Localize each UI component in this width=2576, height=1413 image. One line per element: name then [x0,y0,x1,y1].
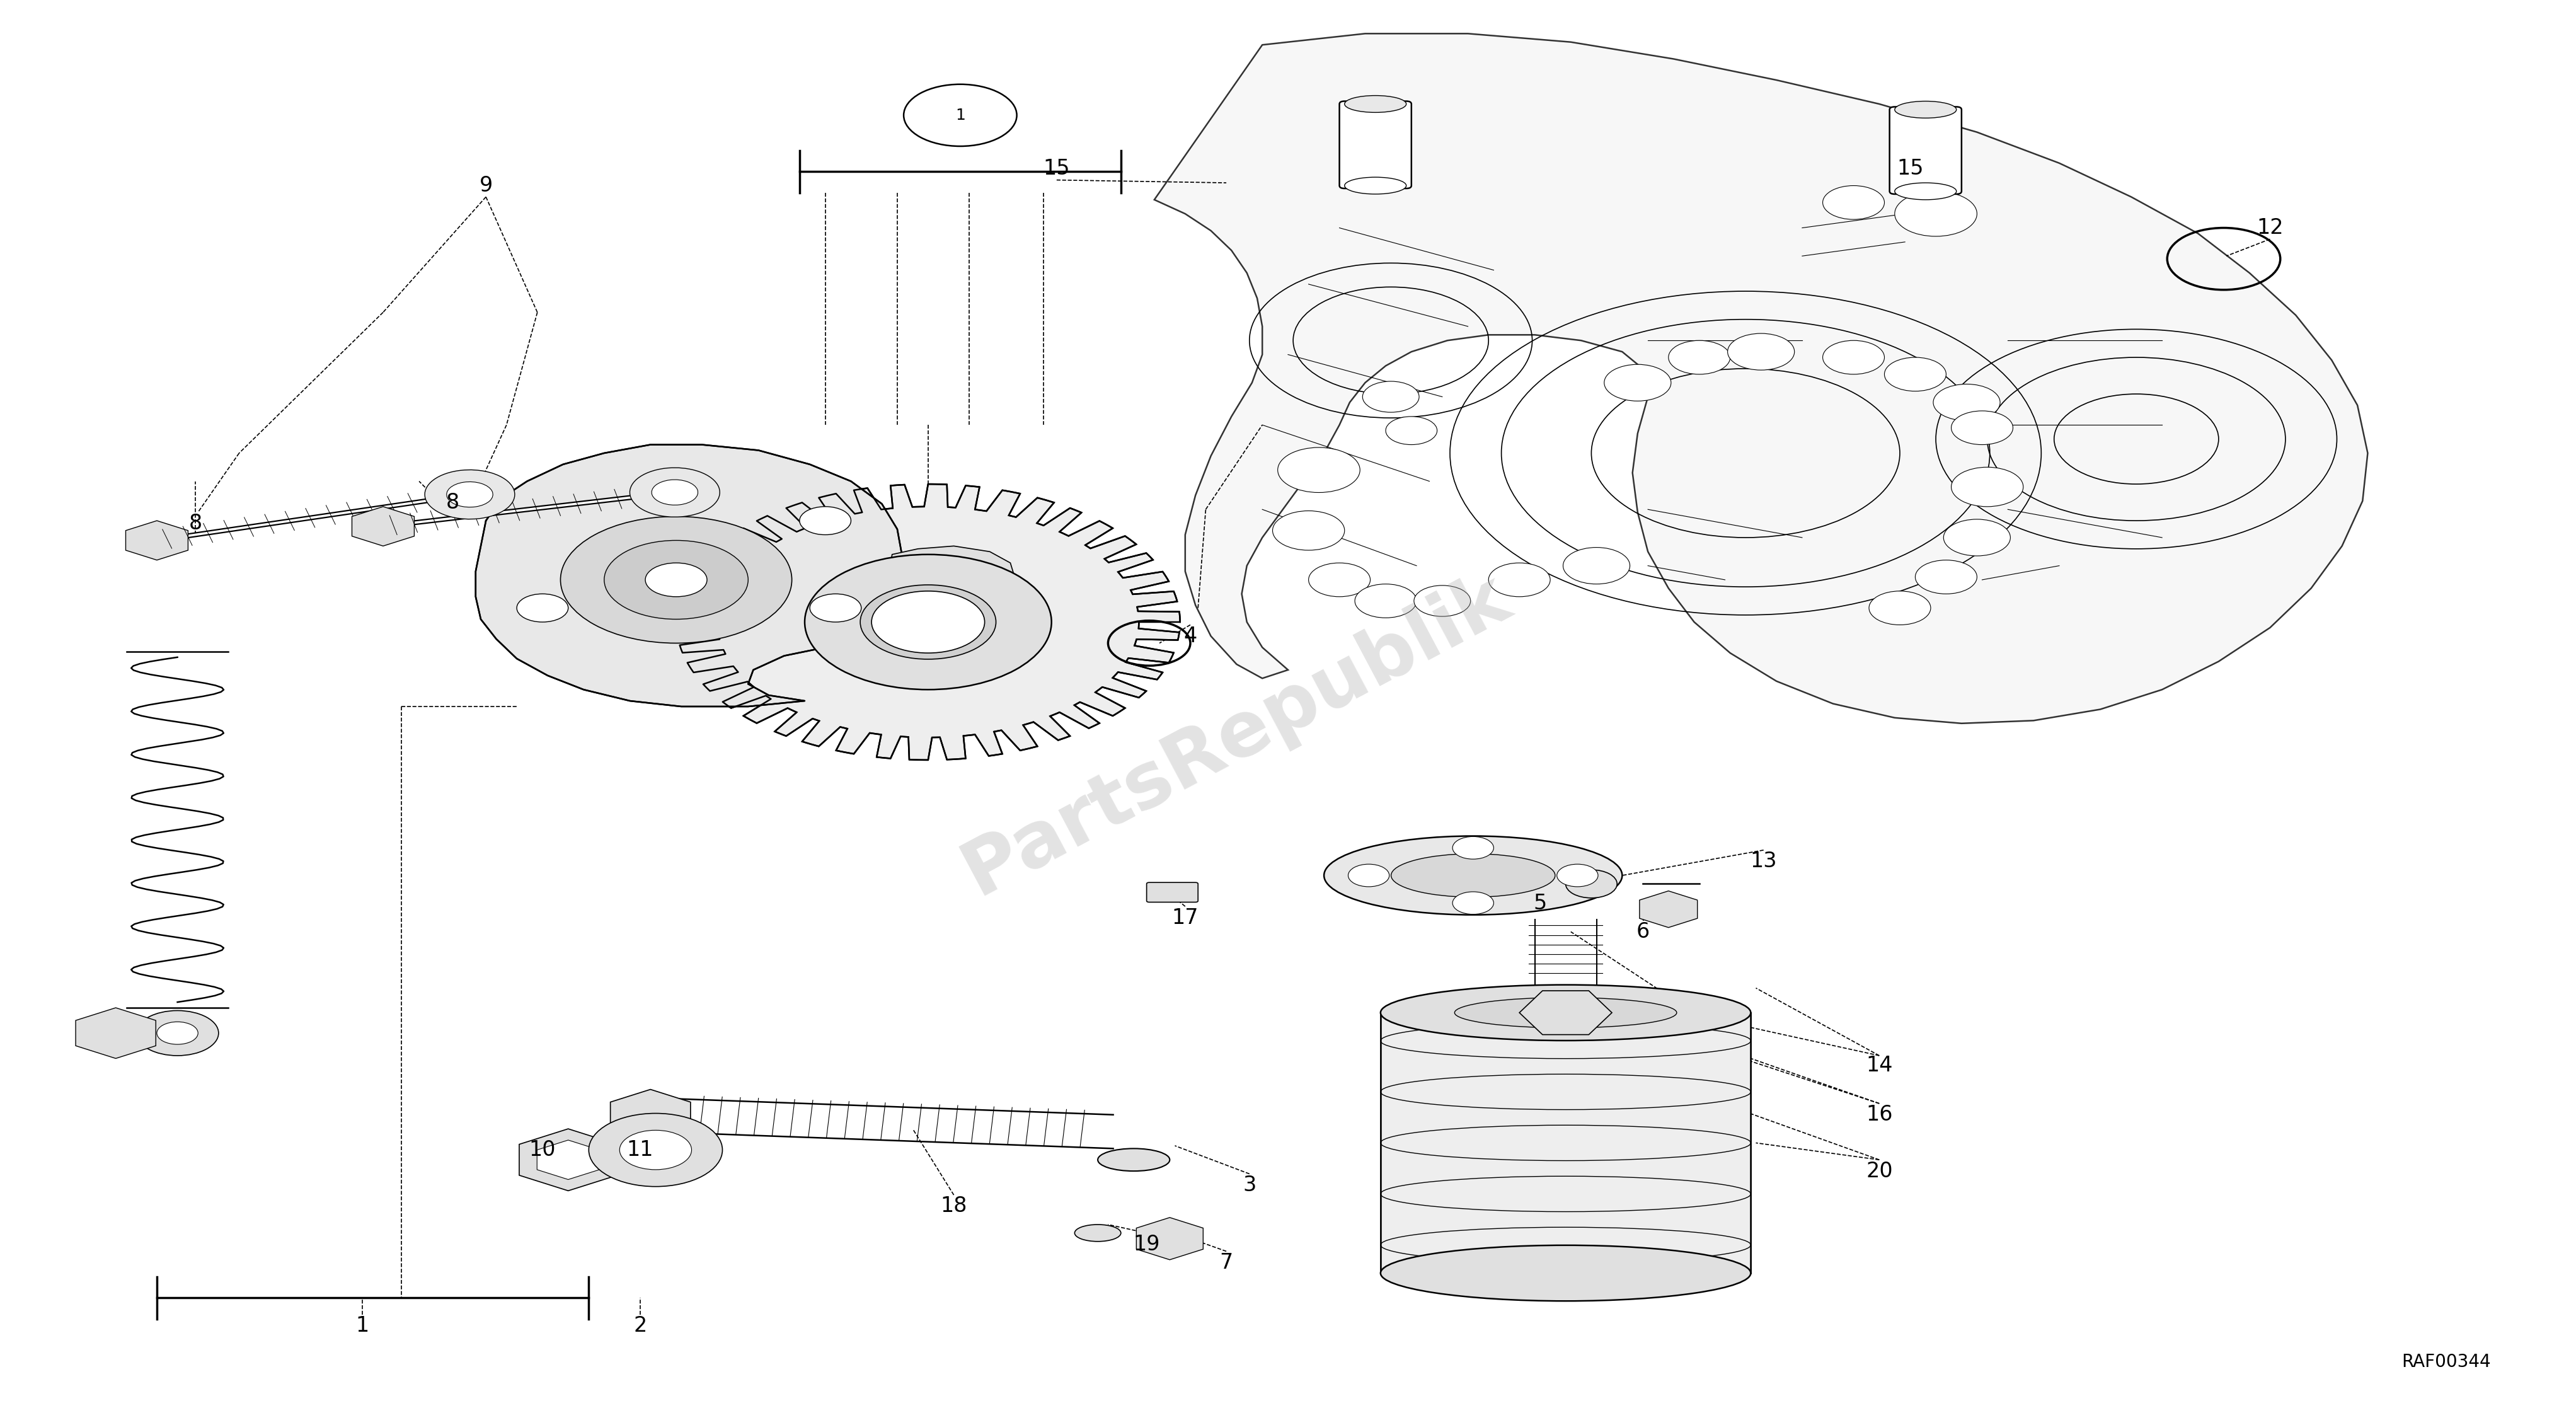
Text: 7: 7 [1218,1252,1234,1273]
Text: 12: 12 [2257,218,2282,239]
Text: 10: 10 [528,1139,556,1160]
Circle shape [1870,591,1929,625]
Circle shape [1564,547,1631,584]
Circle shape [605,540,747,619]
Ellipse shape [1391,853,1556,897]
Polygon shape [353,507,415,545]
Circle shape [804,554,1051,690]
Ellipse shape [1345,96,1406,113]
Polygon shape [536,1140,600,1180]
Circle shape [1414,585,1471,616]
Text: 8: 8 [446,492,459,513]
Text: 2: 2 [634,1316,647,1337]
Polygon shape [1136,1218,1203,1260]
Ellipse shape [1381,1245,1752,1301]
Circle shape [1278,448,1360,493]
Ellipse shape [1324,836,1623,914]
Polygon shape [1154,34,2367,723]
Polygon shape [1520,991,1613,1034]
Polygon shape [75,1007,155,1058]
Text: 13: 13 [1749,851,1777,872]
Circle shape [647,562,706,596]
Text: 14: 14 [1865,1056,1893,1075]
Circle shape [1942,519,2009,555]
Circle shape [1363,382,1419,413]
Text: 9: 9 [479,175,492,196]
Ellipse shape [1345,177,1406,194]
Circle shape [809,593,860,622]
Circle shape [518,593,569,622]
Circle shape [1824,341,1886,374]
Circle shape [1728,333,1795,370]
Polygon shape [611,1089,690,1140]
Circle shape [1309,562,1370,596]
Text: 19: 19 [1133,1234,1159,1255]
Text: 1: 1 [355,1316,368,1337]
Text: 17: 17 [1172,907,1198,928]
Circle shape [860,585,997,660]
Ellipse shape [1097,1149,1170,1171]
Ellipse shape [1896,102,1955,119]
FancyBboxPatch shape [1146,883,1198,901]
Polygon shape [881,545,1015,613]
Circle shape [1355,584,1417,617]
Text: PartsRepublik: PartsRepublik [951,560,1522,910]
Circle shape [1950,411,2012,445]
Circle shape [1896,191,1976,236]
Text: 16: 16 [1865,1105,1893,1125]
Circle shape [1950,468,2022,507]
Text: 1: 1 [956,107,966,123]
Circle shape [1273,512,1345,550]
Polygon shape [126,520,188,560]
Polygon shape [1638,892,1698,927]
Ellipse shape [446,482,492,507]
Text: 6: 6 [1636,921,1649,942]
Polygon shape [520,1129,618,1191]
Text: 15: 15 [1043,158,1069,179]
FancyBboxPatch shape [1340,102,1412,188]
Ellipse shape [425,471,515,519]
Circle shape [1886,357,1945,391]
Circle shape [621,1130,690,1170]
Circle shape [1347,865,1388,887]
Circle shape [157,1022,198,1044]
Circle shape [562,517,791,643]
FancyBboxPatch shape [1381,1013,1752,1273]
Circle shape [1386,417,1437,445]
Polygon shape [677,485,1180,760]
FancyBboxPatch shape [1891,107,1960,194]
Ellipse shape [1455,998,1677,1027]
Circle shape [137,1010,219,1056]
Circle shape [1917,560,1976,593]
Text: 15: 15 [1896,158,1924,179]
Ellipse shape [1074,1225,1121,1242]
Ellipse shape [1381,985,1752,1040]
Text: 8: 8 [188,513,201,534]
Circle shape [1489,562,1551,596]
Circle shape [1605,365,1672,401]
Circle shape [871,591,984,653]
Text: 4: 4 [1182,626,1198,647]
Circle shape [1669,341,1731,374]
Ellipse shape [629,468,719,517]
Circle shape [1566,870,1618,897]
Text: 3: 3 [1242,1174,1257,1195]
Circle shape [590,1113,721,1187]
Circle shape [799,507,850,534]
Text: 11: 11 [626,1139,654,1160]
Circle shape [1556,865,1597,887]
Text: 20: 20 [1865,1160,1893,1181]
Circle shape [1824,185,1886,219]
Circle shape [1453,836,1494,859]
Text: 5: 5 [1533,893,1546,914]
Text: RAF00344: RAF00344 [2401,1354,2491,1371]
Circle shape [1932,384,1999,421]
Ellipse shape [1896,182,1955,199]
Circle shape [1453,892,1494,914]
Ellipse shape [652,479,698,504]
Polygon shape [477,445,943,706]
Text: 18: 18 [940,1195,966,1217]
